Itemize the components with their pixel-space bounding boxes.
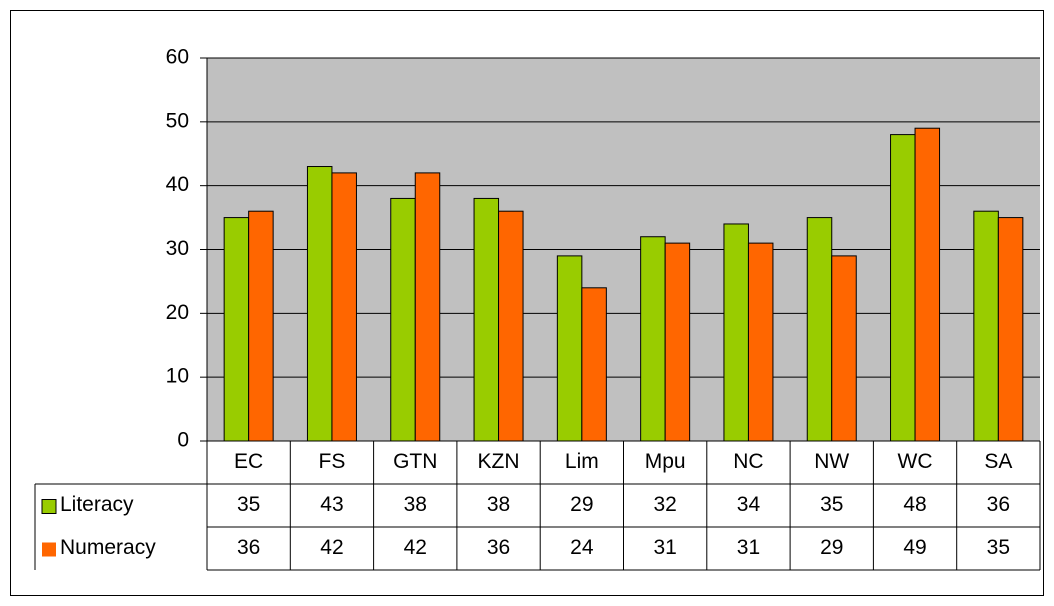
table-value: 29	[570, 493, 593, 516]
y-tick-label: 20	[166, 301, 189, 324]
bar	[581, 287, 607, 442]
bar	[390, 197, 416, 442]
table-value: 36	[237, 536, 260, 559]
bar	[914, 127, 941, 442]
legend-key	[41, 499, 57, 514]
table-value: 42	[320, 536, 343, 559]
table-value: 31	[653, 536, 676, 559]
bar	[640, 236, 666, 442]
legend-label: Literacy	[60, 493, 134, 516]
table-value: 24	[570, 536, 594, 559]
table-value: 35	[820, 493, 843, 516]
category-label: SA	[984, 450, 1012, 473]
table-value: 38	[487, 493, 510, 516]
y-tick-label: 30	[166, 237, 189, 260]
table-value: 48	[903, 493, 926, 516]
bar	[223, 217, 250, 442]
table-value: 38	[404, 493, 427, 516]
bar	[890, 134, 916, 442]
table-value: 35	[237, 493, 260, 516]
bar	[414, 172, 441, 442]
y-tick-label: 40	[166, 173, 189, 196]
y-tick-label: 10	[166, 365, 189, 388]
legend-label: Numeracy	[60, 536, 156, 559]
category-label: NC	[733, 450, 763, 473]
table-value: 35	[987, 536, 1010, 559]
category-label: NW	[814, 450, 849, 473]
bar	[248, 210, 274, 442]
table-value: 32	[653, 493, 676, 516]
table-value: 36	[487, 536, 510, 559]
y-tick-label: 0	[177, 429, 189, 452]
category-label: WC	[898, 450, 933, 473]
table-value: 49	[903, 536, 926, 559]
bar	[723, 223, 749, 442]
category-label: KZN	[478, 450, 520, 473]
table-value: 31	[737, 536, 760, 559]
bar	[498, 210, 524, 442]
bar	[556, 255, 583, 442]
category-label: Mpu	[645, 450, 686, 473]
table-value: 36	[987, 493, 1010, 516]
table-value: 43	[320, 493, 343, 516]
bar	[831, 255, 857, 442]
y-tick-label: 60	[166, 46, 189, 69]
table-value: 42	[404, 536, 427, 559]
category-label: FS	[319, 450, 346, 473]
table-value: 29	[820, 536, 843, 559]
legend-key	[42, 542, 56, 557]
category-label: GTN	[393, 450, 437, 473]
bar	[973, 210, 999, 442]
bar	[806, 217, 833, 442]
bar	[331, 172, 357, 442]
bar	[747, 242, 774, 442]
table-value: 34	[737, 493, 761, 516]
category-label: EC	[234, 450, 263, 473]
y-tick-label: 50	[166, 109, 189, 132]
bar	[306, 166, 333, 442]
bar	[473, 197, 500, 442]
bar	[997, 217, 1024, 442]
bar	[664, 242, 691, 442]
category-label: Lim	[565, 450, 599, 473]
